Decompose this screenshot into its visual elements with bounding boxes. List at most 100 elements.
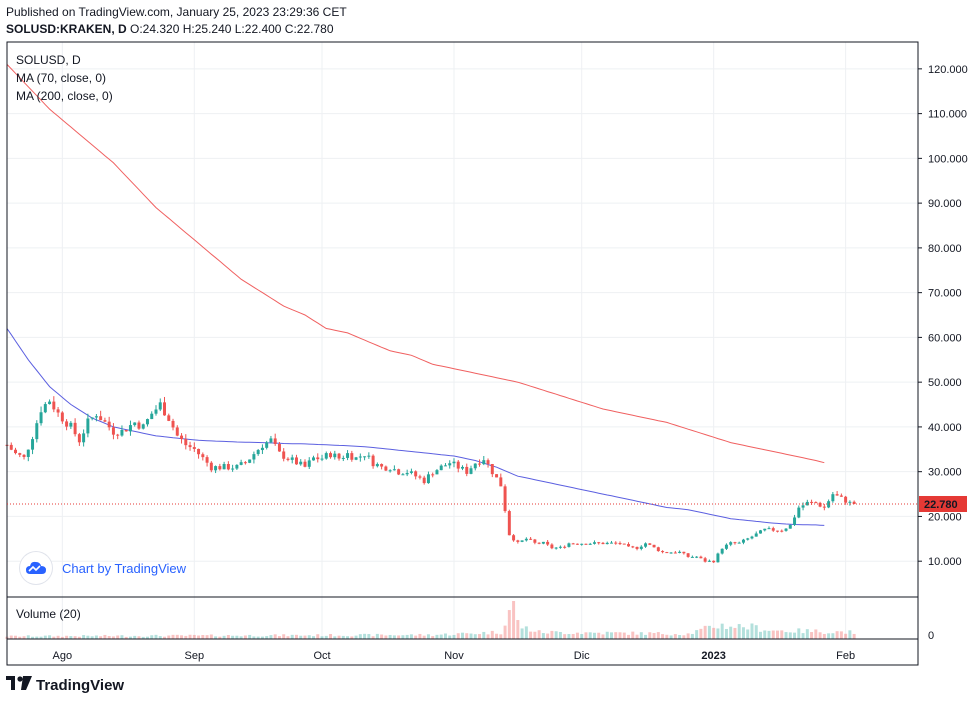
candle-body xyxy=(610,542,613,544)
volume-bar xyxy=(665,634,669,639)
volume-bar xyxy=(490,630,494,639)
y-tick-label: 10.000 xyxy=(928,556,962,568)
candle-body xyxy=(673,552,677,554)
volume-bar xyxy=(563,634,567,639)
volume-bar xyxy=(797,628,801,639)
candle-body xyxy=(239,462,243,465)
volume-bar xyxy=(209,634,213,639)
time-axis: Ago Sep Oct Nov Dic 2023 Feb xyxy=(53,650,856,662)
volume-bar xyxy=(48,635,52,639)
volume-bar xyxy=(286,636,290,639)
candle-body xyxy=(22,454,26,457)
y-tick-label: 100.000 xyxy=(928,153,968,165)
candle-body xyxy=(571,543,575,545)
candle-body xyxy=(592,542,596,544)
volume-bar xyxy=(337,635,341,639)
candle-body xyxy=(780,530,784,532)
candle-body xyxy=(26,449,30,457)
candle-body xyxy=(435,470,439,475)
volume-bar xyxy=(788,632,792,639)
candle-body xyxy=(380,464,384,467)
candle-body xyxy=(524,538,528,541)
volume-bar xyxy=(265,636,269,639)
candle-body xyxy=(141,424,145,429)
volume-bar xyxy=(507,610,511,639)
candles xyxy=(5,396,856,564)
candle-body xyxy=(9,444,13,450)
candle-body xyxy=(754,533,758,537)
volume-bar xyxy=(52,636,56,639)
candle-body xyxy=(520,540,524,542)
candle-body xyxy=(461,466,464,469)
volume-bar xyxy=(133,635,137,639)
volume-bar xyxy=(90,636,94,639)
volume-bar xyxy=(461,632,464,639)
candle-body xyxy=(86,418,90,434)
candle-body xyxy=(852,501,856,504)
volume-bar xyxy=(341,635,345,639)
candle-body xyxy=(627,544,631,547)
volume-bar xyxy=(767,630,771,639)
ma70-line xyxy=(6,328,825,526)
candle-body xyxy=(503,486,507,512)
volume-bar xyxy=(422,635,426,639)
volume-bar xyxy=(316,634,320,639)
candle-body xyxy=(35,423,39,440)
tradingview-attribution[interactable]: Chart by TradingView xyxy=(20,552,186,584)
candle-body xyxy=(541,541,545,544)
volume-bar xyxy=(456,633,460,639)
candle-body xyxy=(286,458,290,460)
volume-bar xyxy=(426,634,430,639)
candle-body xyxy=(350,453,354,460)
volume-bar xyxy=(175,634,179,639)
volume-bar xyxy=(388,634,392,639)
candle-body xyxy=(797,507,801,518)
ma200-line xyxy=(6,64,825,464)
volume-bar xyxy=(9,635,13,639)
x-tick-label: Ago xyxy=(53,650,73,662)
volume-bar xyxy=(597,632,601,639)
volume-bar xyxy=(73,636,77,639)
candle-body xyxy=(746,538,750,540)
candle-body xyxy=(733,542,737,544)
candle-body xyxy=(635,546,639,549)
volume-bar xyxy=(324,635,328,639)
volume-bar xyxy=(750,623,754,639)
candle-body xyxy=(392,469,396,471)
volume-bar xyxy=(473,634,477,639)
candle-body xyxy=(793,517,797,525)
volume-pane-title: Volume (20) xyxy=(16,607,81,621)
cloud-icon xyxy=(20,552,52,584)
candle-body xyxy=(554,547,558,549)
candle-body xyxy=(771,528,775,531)
candle-body xyxy=(303,461,307,467)
volume-bar xyxy=(94,635,98,639)
volume-bar xyxy=(205,635,209,639)
footer-brand[interactable]: TradingView xyxy=(6,676,124,694)
volume-bar xyxy=(197,635,201,639)
volume-bar xyxy=(69,636,73,639)
candle-body xyxy=(388,470,392,472)
candle-body xyxy=(209,462,213,471)
candle-body xyxy=(201,454,205,458)
ma200-path xyxy=(6,64,825,464)
volume-bar xyxy=(277,636,281,639)
volume-bar xyxy=(839,631,843,639)
candle-body xyxy=(133,422,137,426)
candle-body xyxy=(346,453,350,458)
volume-bar xyxy=(43,635,47,639)
volume-bar xyxy=(465,633,469,639)
candle-body xyxy=(150,413,154,420)
volume-bar xyxy=(218,636,222,639)
volume-bar xyxy=(584,632,588,639)
candle-body xyxy=(810,501,814,503)
candle-body xyxy=(414,471,418,477)
candle-body xyxy=(294,457,298,465)
volume-bar xyxy=(482,631,486,639)
candle-body xyxy=(601,542,605,545)
volume-bar xyxy=(580,634,584,639)
volume-bar xyxy=(243,635,247,639)
volume-bar xyxy=(716,628,720,639)
volume-bar xyxy=(260,636,264,639)
